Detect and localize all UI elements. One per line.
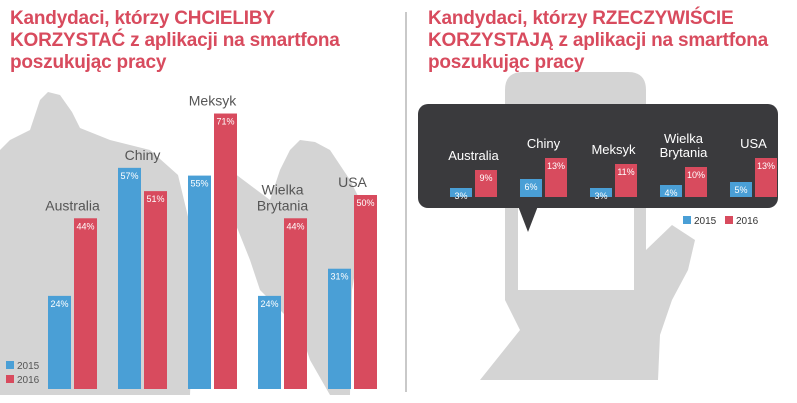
- bar-2015-usa: [730, 182, 752, 197]
- data-label: 44%: [76, 221, 94, 231]
- legend-label-2016: 2016: [736, 216, 759, 227]
- data-label: 5%: [734, 185, 747, 195]
- bar-2016-usa: [755, 158, 777, 197]
- category-label: USA: [338, 174, 367, 190]
- bar-2015-meksyk: [188, 175, 211, 389]
- data-label: 6%: [524, 182, 537, 192]
- data-label: 55%: [190, 179, 208, 189]
- bar-2015-chiny: [520, 179, 542, 197]
- data-label: 24%: [50, 299, 68, 309]
- right-chart-svg: 3% 9% Australia 6% 13% Chiny 3% 11% Meksyk 4% 10% W…: [418, 72, 778, 380]
- bar-2015-chiny: [118, 167, 141, 389]
- data-label: 57%: [120, 171, 138, 181]
- legend-swatch-2015: [683, 216, 691, 224]
- left-chart-title: Kandydaci, którzy CHCIELIBY KORZYSTAĆ z …: [10, 8, 340, 73]
- bar-2015-australia: [450, 188, 472, 197]
- legend-label-2015: 2015: [694, 216, 717, 227]
- bar-2015-meksyk: [590, 188, 612, 197]
- bar-2015-wielka-brytania: [258, 295, 281, 389]
- panel-divider: [405, 12, 407, 392]
- legend-label-2015: 2015: [17, 361, 40, 372]
- data-label: 9%: [479, 173, 492, 183]
- data-label: 44%: [286, 221, 304, 231]
- data-label: 13%: [547, 161, 565, 171]
- category-label: Brytania: [660, 145, 708, 160]
- data-label: 3%: [454, 191, 467, 201]
- category-label: Wielka: [664, 131, 704, 146]
- category-label: USA: [740, 136, 767, 151]
- bar-2015-australia: [48, 295, 71, 389]
- category-label: Wielka: [261, 181, 303, 197]
- bar-2016-chiny: [144, 191, 167, 389]
- category-label: Chiny: [125, 147, 161, 163]
- bar-2016-chiny: [545, 158, 567, 197]
- bar-2016-australia: [74, 218, 97, 389]
- data-label: 13%: [757, 161, 775, 171]
- category-label: Meksyk: [189, 93, 237, 109]
- bar-2016-meksyk: [214, 113, 237, 390]
- legend-label-2016: 2016: [17, 375, 40, 386]
- data-label: 50%: [356, 198, 374, 208]
- legend-swatch-2016: [725, 216, 733, 224]
- data-label: 10%: [687, 170, 705, 180]
- data-label: 51%: [146, 194, 164, 204]
- category-label: Australia: [448, 148, 499, 163]
- bar-2016-wielka-brytania: [284, 218, 307, 389]
- category-label: Brytania: [257, 197, 309, 213]
- bar-2015-wielka-brytania: [660, 185, 682, 197]
- data-label: 24%: [260, 299, 278, 309]
- bar-2016-meksyk: [615, 164, 637, 197]
- category-label: Australia: [45, 197, 100, 213]
- category-label: Meksyk: [591, 142, 636, 157]
- bar-2016-usa: [354, 195, 377, 389]
- right-chart-panel: 3% 9% Australia 6% 13% Chiny 3% 11% Meksyk 4% 10% W…: [410, 0, 797, 403]
- data-label: 4%: [664, 188, 677, 198]
- bar-2016-wielka-brytania: [685, 167, 707, 197]
- data-label: 31%: [330, 272, 348, 282]
- legend-swatch-2015: [6, 361, 14, 369]
- right-chart-title: Kandydaci, którzy RZECZYWIŚCIE KORZYSTAJ…: [428, 8, 769, 73]
- data-label: 71%: [216, 117, 234, 127]
- legend-swatch-2016: [6, 375, 14, 383]
- left-chart-panel: 24% 44% Australia 57% 51% Chiny 55% 71% Meksyk 24…: [0, 8, 377, 395]
- bar-2015-usa: [328, 268, 351, 389]
- left-chart-svg: 24% 44% Australia 57% 51% Chiny 55% 71% Meksyk 24…: [0, 92, 377, 395]
- category-label: Chiny: [527, 136, 561, 151]
- data-label: 3%: [594, 191, 607, 201]
- bar-2016-australia: [475, 170, 497, 197]
- data-label: 11%: [617, 167, 634, 177]
